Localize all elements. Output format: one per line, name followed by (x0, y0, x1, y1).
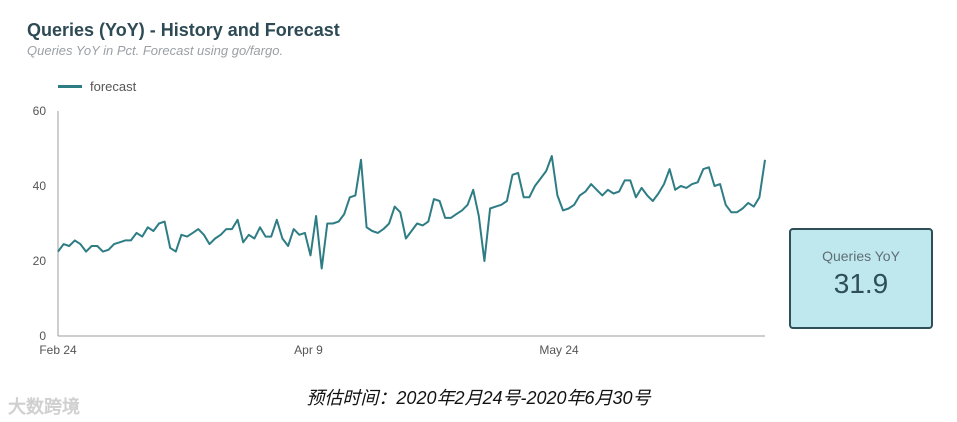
kpi-label: Queries YoY (822, 248, 900, 264)
y-tick-label: 0 (39, 329, 46, 343)
x-tick-label: Feb 24 (39, 343, 77, 357)
legend-label: forecast (90, 79, 137, 94)
chart-title: Queries (YoY) - History and Forecast (27, 20, 340, 40)
x-tick-label: May 24 (539, 343, 579, 357)
watermark-logo: 大数跨境 (8, 397, 80, 417)
legend-swatch (58, 85, 82, 88)
series-line-forecast (57, 155, 766, 270)
chart-legend: forecast (58, 79, 136, 94)
y-tick-label: 20 (33, 254, 47, 268)
y-tick-label: 60 (33, 104, 47, 118)
x-tick-label: Apr 9 (294, 343, 323, 357)
date-range-caption: 预估时间：2020年2月24号-2020年6月30号 (306, 388, 651, 408)
chart-subtitle: Queries YoY in Pct. Forecast using go/fa… (27, 43, 284, 58)
kpi-scorecard: Queries YoY 31.9 (789, 228, 933, 329)
y-tick-label: 40 (33, 179, 47, 193)
kpi-value: 31.9 (833, 268, 889, 299)
